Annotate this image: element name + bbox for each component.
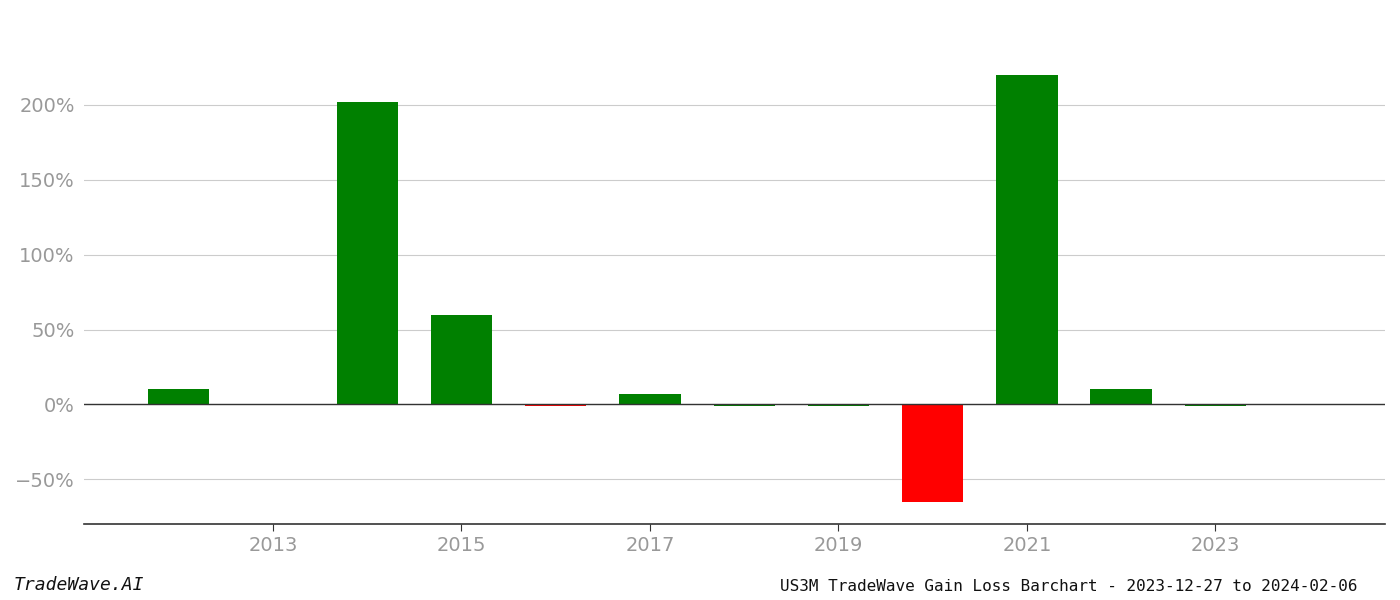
Bar <box>148 389 210 404</box>
Bar <box>431 314 491 404</box>
Bar <box>714 404 774 406</box>
Text: US3M TradeWave Gain Loss Barchart - 2023-12-27 to 2024-02-06: US3M TradeWave Gain Loss Barchart - 2023… <box>781 579 1358 594</box>
Bar <box>902 404 963 502</box>
Bar <box>336 102 398 404</box>
Bar <box>1184 404 1246 406</box>
Bar <box>997 75 1057 404</box>
Bar <box>1091 389 1152 404</box>
Bar <box>619 394 680 404</box>
Bar <box>808 404 869 406</box>
Bar <box>525 404 587 406</box>
Text: TradeWave.AI: TradeWave.AI <box>14 576 144 594</box>
